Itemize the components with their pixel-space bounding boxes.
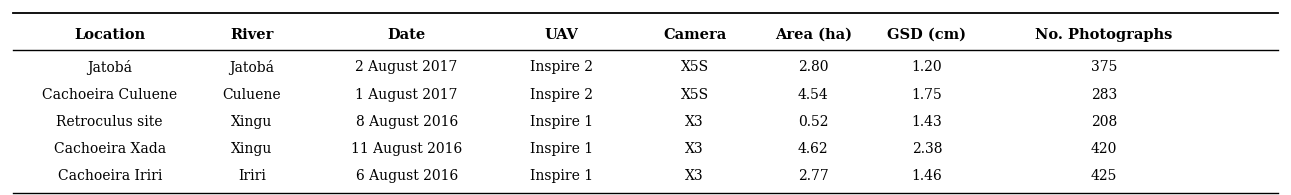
- Text: Retroculus site: Retroculus site: [57, 115, 163, 129]
- Text: Inspire 1: Inspire 1: [531, 142, 593, 156]
- Text: 6 August 2016: 6 August 2016: [355, 169, 458, 183]
- Text: Area (ha): Area (ha): [775, 28, 852, 42]
- Text: Culuene: Culuene: [222, 88, 281, 102]
- Text: 208: 208: [1091, 115, 1117, 129]
- Text: River: River: [230, 28, 274, 42]
- Text: UAV: UAV: [545, 28, 578, 42]
- Text: Jatobá: Jatobá: [230, 60, 274, 75]
- Text: GSD (cm): GSD (cm): [887, 28, 967, 42]
- Text: No. Photographs: No. Photographs: [1035, 28, 1172, 42]
- Text: Cachoeira Xada: Cachoeira Xada: [54, 142, 165, 156]
- Text: Cachoeira Culuene: Cachoeira Culuene: [43, 88, 177, 102]
- Text: 4.62: 4.62: [798, 142, 829, 156]
- Text: 375: 375: [1091, 60, 1117, 74]
- Text: Inspire 1: Inspire 1: [531, 115, 593, 129]
- Text: X3: X3: [686, 142, 704, 156]
- Text: X5S: X5S: [680, 60, 709, 74]
- Text: X5S: X5S: [680, 88, 709, 102]
- Text: Date: Date: [387, 28, 426, 42]
- Text: X3: X3: [686, 169, 704, 183]
- Text: 1.20: 1.20: [911, 60, 942, 74]
- Text: 4.54: 4.54: [798, 88, 829, 102]
- Text: 1.75: 1.75: [911, 88, 942, 102]
- Text: 1.43: 1.43: [911, 115, 942, 129]
- Text: Xingu: Xingu: [231, 142, 272, 156]
- Text: 283: 283: [1091, 88, 1117, 102]
- Text: 11 August 2016: 11 August 2016: [351, 142, 462, 156]
- Text: 425: 425: [1091, 169, 1117, 183]
- Text: 1.46: 1.46: [911, 169, 942, 183]
- Text: 8 August 2016: 8 August 2016: [355, 115, 458, 129]
- Text: 2.80: 2.80: [798, 60, 829, 74]
- Text: Inspire 2: Inspire 2: [531, 60, 593, 74]
- Text: Jatobá: Jatobá: [88, 60, 132, 75]
- Text: 0.52: 0.52: [798, 115, 829, 129]
- Text: 1 August 2017: 1 August 2017: [355, 88, 458, 102]
- Text: Xingu: Xingu: [231, 115, 272, 129]
- Text: 2 August 2017: 2 August 2017: [355, 60, 458, 74]
- Text: 2.38: 2.38: [911, 142, 942, 156]
- Text: X3: X3: [686, 115, 704, 129]
- Text: Iriri: Iriri: [238, 169, 266, 183]
- Text: 420: 420: [1091, 142, 1117, 156]
- Text: Inspire 1: Inspire 1: [531, 169, 593, 183]
- Text: Inspire 2: Inspire 2: [531, 88, 593, 102]
- Text: Location: Location: [74, 28, 146, 42]
- Text: Camera: Camera: [664, 28, 726, 42]
- Text: Cachoeira Iriri: Cachoeira Iriri: [58, 169, 161, 183]
- Text: 2.77: 2.77: [798, 169, 829, 183]
